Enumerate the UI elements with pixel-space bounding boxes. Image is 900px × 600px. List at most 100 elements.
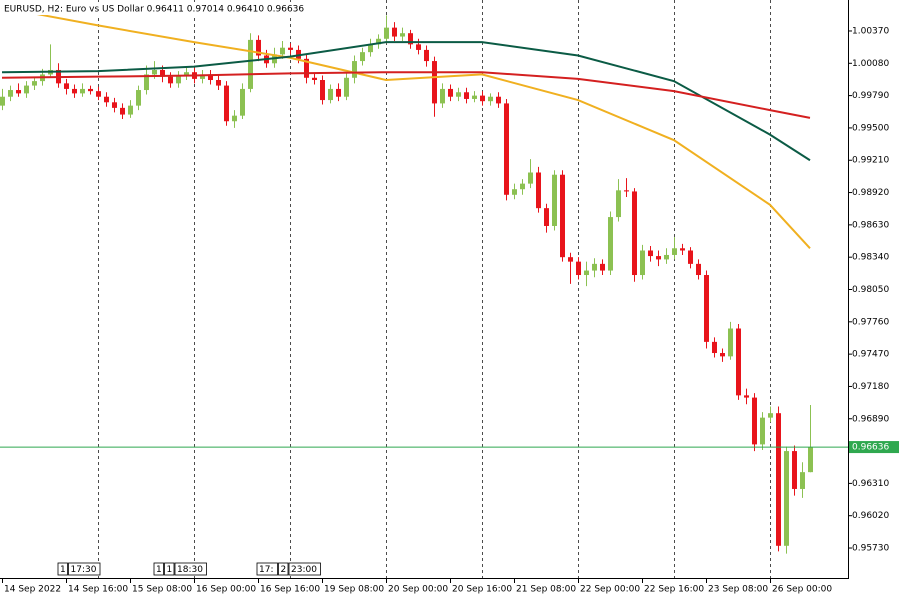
event-box — [68, 562, 101, 576]
candle-body — [472, 95, 477, 99]
candle-body — [176, 75, 181, 84]
candle-body — [96, 91, 101, 97]
y-tick-label: 0.99500 — [852, 123, 889, 133]
candle-body — [240, 88, 245, 116]
candle-body — [112, 102, 117, 108]
candle-body — [440, 88, 445, 104]
candle-body — [464, 92, 469, 99]
candle-body — [488, 96, 493, 102]
moving-average — [1, 71, 811, 119]
moving-average — [1, 6, 811, 249]
candle-body — [448, 88, 453, 97]
x-tick-label: 22 Sep 16:00 — [644, 585, 704, 595]
candle-body — [216, 80, 221, 86]
candle-body — [680, 248, 685, 251]
y-tick-label: 0.98920 — [852, 188, 889, 198]
candle-body — [424, 49, 429, 62]
candle-body — [704, 275, 709, 342]
x-tick-label: 23 Sep 08:00 — [708, 585, 768, 595]
y-tick-label: 0.98340 — [852, 253, 889, 263]
candle-body — [312, 77, 317, 81]
candle-body — [160, 69, 165, 77]
candle-body — [784, 451, 789, 546]
event-box — [288, 562, 321, 576]
y-tick-label: 0.96890 — [852, 414, 889, 424]
x-tick-label: 14 Sep 16:00 — [68, 585, 128, 595]
candle-body — [152, 69, 157, 75]
x-tick-label: 16 Sep 16:00 — [260, 585, 320, 595]
candle-body — [744, 395, 749, 398]
y-tick-label: 1.00370 — [852, 26, 889, 36]
candle-body — [104, 96, 109, 103]
event-label: 17: — [259, 565, 273, 575]
candle-body — [656, 256, 661, 260]
candle-body — [760, 417, 765, 445]
candle-body — [184, 72, 189, 76]
candle-body — [672, 248, 677, 255]
y-tick-label: 1.00080 — [852, 59, 889, 69]
candle-body — [456, 92, 461, 97]
candle-body — [576, 261, 581, 276]
x-tick-label: 19 Sep 08:00 — [324, 585, 384, 595]
candle-body — [368, 44, 373, 53]
x-tick-label: 21 Sep 08:00 — [516, 585, 576, 595]
candle-body — [544, 208, 549, 226]
candle-body — [416, 44, 421, 50]
candle-body — [80, 88, 85, 94]
candle-body — [232, 115, 237, 122]
y-tick-label: 0.97180 — [852, 382, 889, 392]
candle-body — [696, 263, 701, 276]
candle-body — [720, 353, 725, 357]
candle-body — [24, 85, 29, 94]
chart-title: EURUSD, H2: Euro vs US Dollar 0.96411 0.… — [4, 5, 304, 15]
candle-body — [736, 328, 741, 396]
y-tick-label: 0.95730 — [852, 544, 889, 554]
candle-body — [224, 85, 229, 122]
candle-body — [344, 77, 349, 97]
candle-body — [120, 107, 125, 115]
y-tick-label: 0.98630 — [852, 220, 889, 230]
candle-body — [560, 174, 565, 258]
candle-body — [8, 90, 13, 97]
title-background — [2, 2, 294, 15]
candle-body — [504, 103, 509, 195]
candle-body — [496, 96, 501, 104]
candle-body — [376, 38, 381, 45]
candle-body — [608, 217, 613, 271]
candle-body — [512, 189, 517, 195]
candle-body — [648, 250, 653, 257]
candle-body — [392, 27, 397, 37]
candle-body — [600, 263, 605, 271]
y-tick-label: 0.99790 — [852, 91, 889, 101]
candle-body — [808, 447, 813, 473]
candle-body — [728, 328, 733, 357]
candle-body — [352, 61, 357, 78]
candle-body — [712, 341, 717, 354]
candle-body — [640, 250, 645, 276]
candle-body — [616, 190, 621, 218]
event-label: 1 — [156, 565, 162, 575]
candle-body — [280, 47, 285, 55]
candle-body — [200, 74, 205, 79]
event-label: 1 — [167, 565, 173, 575]
candle-body — [320, 80, 325, 101]
y-tick-label: 0.97760 — [852, 317, 889, 327]
y-tick-label: 0.97470 — [852, 350, 889, 360]
candle-body — [64, 83, 69, 89]
event-box — [256, 562, 278, 576]
event-label: 17:30 — [71, 565, 97, 575]
candle-body — [208, 74, 213, 81]
candle-body — [664, 254, 669, 260]
x-tick-label: 15 Sep 08:00 — [132, 585, 192, 595]
plot-area — [0, 0, 848, 578]
candle-body — [520, 183, 525, 190]
candle-body — [256, 39, 261, 56]
candle-body — [528, 172, 533, 184]
candle-body — [792, 451, 797, 489]
candle-body — [0, 96, 5, 106]
price-label-box — [849, 441, 899, 454]
event-box — [57, 562, 68, 576]
candle-body — [480, 95, 485, 102]
event-label: 18:30 — [177, 565, 203, 575]
candle-body — [16, 90, 21, 94]
